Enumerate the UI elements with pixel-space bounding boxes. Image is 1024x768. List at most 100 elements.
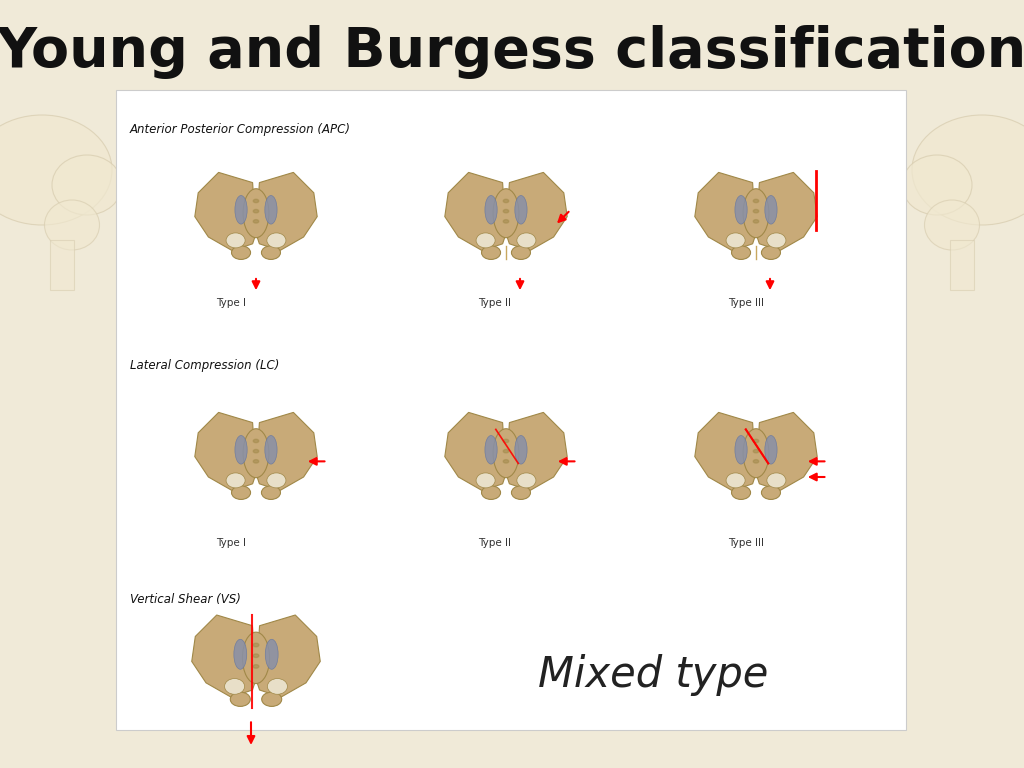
Ellipse shape [267,473,286,488]
Ellipse shape [261,486,281,499]
Ellipse shape [494,429,519,478]
Ellipse shape [253,210,259,213]
Ellipse shape [481,246,501,260]
Ellipse shape [265,196,278,224]
Ellipse shape [503,220,509,223]
Ellipse shape [494,189,519,237]
Polygon shape [256,412,317,491]
Polygon shape [695,412,756,491]
Ellipse shape [231,486,251,499]
Ellipse shape [253,654,259,657]
Text: Mixed type: Mixed type [538,654,768,696]
Ellipse shape [765,435,777,464]
Ellipse shape [243,189,269,237]
Ellipse shape [731,246,751,260]
Ellipse shape [754,199,759,203]
Ellipse shape [726,473,745,488]
Ellipse shape [765,196,777,224]
Ellipse shape [226,233,245,248]
Ellipse shape [925,200,980,250]
Ellipse shape [0,115,112,225]
Ellipse shape [267,233,286,248]
Ellipse shape [503,460,509,463]
Text: Type II: Type II [478,298,511,308]
Polygon shape [256,172,317,250]
Ellipse shape [735,435,748,464]
Ellipse shape [762,486,780,499]
Ellipse shape [253,220,259,223]
Ellipse shape [253,449,259,453]
Polygon shape [756,412,817,491]
Ellipse shape [253,664,259,668]
Polygon shape [444,172,506,250]
Ellipse shape [485,435,498,464]
Polygon shape [191,615,256,697]
Ellipse shape [253,644,259,647]
Ellipse shape [230,692,250,707]
Ellipse shape [481,486,501,499]
Ellipse shape [476,473,496,488]
Ellipse shape [253,199,259,203]
Ellipse shape [44,200,99,250]
Ellipse shape [767,233,786,248]
Ellipse shape [754,460,759,463]
Ellipse shape [243,429,269,478]
Ellipse shape [762,246,780,260]
Ellipse shape [517,233,536,248]
Ellipse shape [503,210,509,213]
Text: Type I: Type I [216,298,246,308]
Polygon shape [756,172,817,250]
Ellipse shape [503,439,509,442]
Ellipse shape [517,473,536,488]
Ellipse shape [754,210,759,213]
Ellipse shape [226,473,245,488]
Ellipse shape [265,435,278,464]
Ellipse shape [231,246,251,260]
Ellipse shape [476,233,496,248]
Ellipse shape [224,679,245,694]
Text: Anterior Posterior Compression (APC): Anterior Posterior Compression (APC) [130,124,351,137]
Ellipse shape [261,246,281,260]
Polygon shape [256,615,321,697]
FancyBboxPatch shape [116,90,906,730]
Ellipse shape [503,449,509,453]
Ellipse shape [743,189,769,237]
Ellipse shape [515,435,527,464]
Polygon shape [444,412,506,491]
Ellipse shape [243,632,269,684]
Ellipse shape [767,473,786,488]
Ellipse shape [233,639,247,669]
Text: Young and Burgess classification: Young and Burgess classification [0,25,1024,79]
Text: Type II: Type II [478,538,511,548]
Ellipse shape [735,196,748,224]
Ellipse shape [267,679,288,694]
Polygon shape [695,172,756,250]
Polygon shape [195,172,256,250]
Polygon shape [506,412,567,491]
Ellipse shape [902,155,972,215]
Text: Type III: Type III [728,298,764,308]
Ellipse shape [511,486,530,499]
Ellipse shape [262,692,282,707]
Ellipse shape [726,233,745,248]
Text: Lateral Compression (LC): Lateral Compression (LC) [130,359,280,372]
Ellipse shape [253,439,259,442]
Ellipse shape [743,429,769,478]
Ellipse shape [52,155,122,215]
Ellipse shape [265,639,279,669]
Polygon shape [506,172,567,250]
Bar [50,240,74,290]
Ellipse shape [912,115,1024,225]
Ellipse shape [511,246,530,260]
Bar [950,240,974,290]
Ellipse shape [503,199,509,203]
Text: Type III: Type III [728,538,764,548]
Polygon shape [195,412,256,491]
Ellipse shape [234,435,247,464]
Ellipse shape [253,460,259,463]
Ellipse shape [754,220,759,223]
Ellipse shape [754,439,759,442]
Ellipse shape [731,486,751,499]
Text: Type I: Type I [216,538,246,548]
Ellipse shape [754,449,759,453]
